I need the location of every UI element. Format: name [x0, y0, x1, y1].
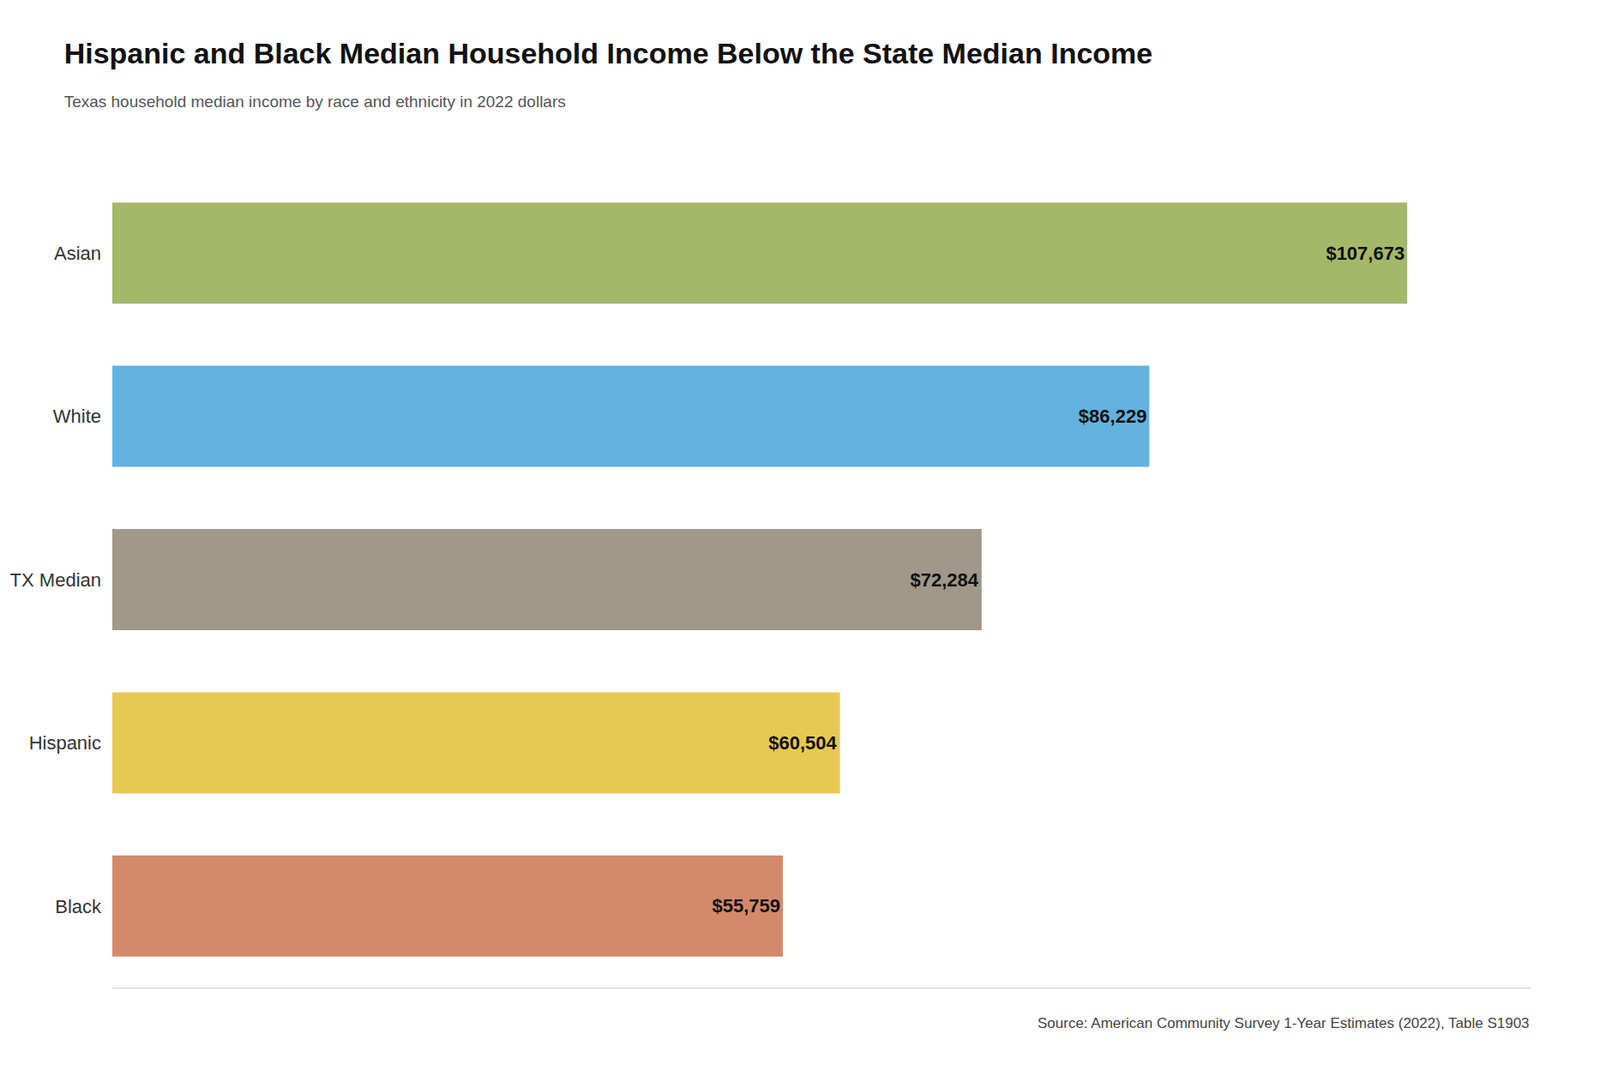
svg-text:$86,229: $86,229 — [1078, 405, 1148, 428]
svg-text:Source: American Community Sur: Source: American Community Survey 1-Year… — [1037, 1015, 1530, 1032]
svg-text:$55,759: $55,759 — [712, 895, 782, 917]
svg-text:Black: Black — [54, 896, 103, 918]
svg-text:Texas household median income: Texas household median income by race an… — [64, 92, 566, 111]
svg-text:Hispanic: Hispanic — [29, 732, 102, 754]
svg-text:$72,284: $72,284 — [910, 569, 980, 591]
svg-text:$107,673: $107,673 — [1325, 242, 1405, 265]
svg-text:TX Median: TX Median — [10, 569, 102, 591]
svg-text:White: White — [53, 405, 102, 428]
svg-text:Asian: Asian — [54, 242, 102, 265]
svg-text:Hispanic and Black Median Hous: Hispanic and Black Median Household Inco… — [64, 36, 1154, 70]
svg-text:$60,504: $60,504 — [768, 732, 837, 754]
